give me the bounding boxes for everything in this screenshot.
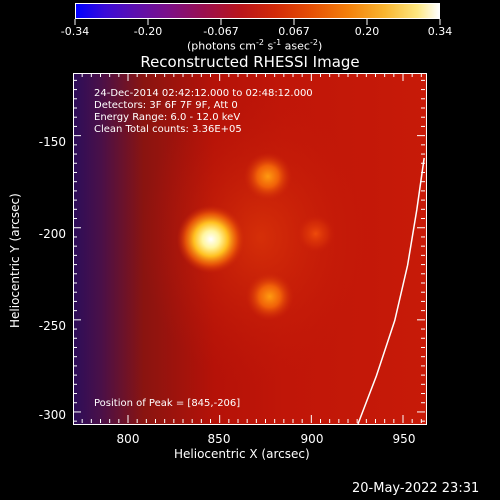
x-tick-label: 850 <box>207 432 231 446</box>
colorbar-tick-label: 0.20 <box>354 25 380 38</box>
info-clean: Clean Total counts: 3.36E+05 <box>94 124 242 135</box>
colorbar-ticks <box>74 19 441 25</box>
x-tick-label: 800 <box>116 432 140 446</box>
heatmap-plot <box>73 73 426 424</box>
y-tick-label: -150 <box>38 135 66 149</box>
emission-source <box>295 213 336 254</box>
x-axis-label: Heliocentric X (arcsec) <box>174 447 310 461</box>
info-energy: Energy Range: 6.0 - 12.0 keV <box>94 112 241 123</box>
footer-date: 20-May-2022 23:31 <box>352 481 480 496</box>
y-tick-label: -300 <box>38 408 66 422</box>
y-axis-label: Heliocentric Y (arcsec) <box>8 193 22 328</box>
info-peak-position: Position of Peak = [845,-206] <box>94 398 241 409</box>
info-detectors: Detectors: 3F 6F 7F 9F, Att 0 <box>94 100 238 111</box>
colorbar-units: (photons cm-2 s-1 asec-2) <box>187 38 323 53</box>
colorbar-tick-label: -0.067 <box>203 25 239 38</box>
colorbar <box>75 3 440 19</box>
info-time-range: 24-Dec-2014 02:42:12.000 to 02:48:12.000 <box>94 88 313 99</box>
y-tick-label: -200 <box>38 227 66 241</box>
emission-source <box>243 152 292 201</box>
x-tick-label: 900 <box>300 432 324 446</box>
colorbar-tick-label: 0.067 <box>278 25 310 38</box>
colorbar-tick-label: -0.34 <box>60 25 90 38</box>
plot-title: Reconstructed RHESSI Image <box>140 53 360 71</box>
y-tick-label: -250 <box>38 319 66 333</box>
source-glow <box>140 87 381 388</box>
emission-source <box>245 272 294 321</box>
colorbar-tick-label: 0.34 <box>427 25 453 38</box>
heatmap-svg <box>140 87 425 424</box>
x-tick-label: 950 <box>392 432 416 446</box>
emission-source <box>176 205 245 274</box>
solar-limb-curve <box>357 157 425 424</box>
colorbar-tick-label: -0.20 <box>133 25 163 38</box>
